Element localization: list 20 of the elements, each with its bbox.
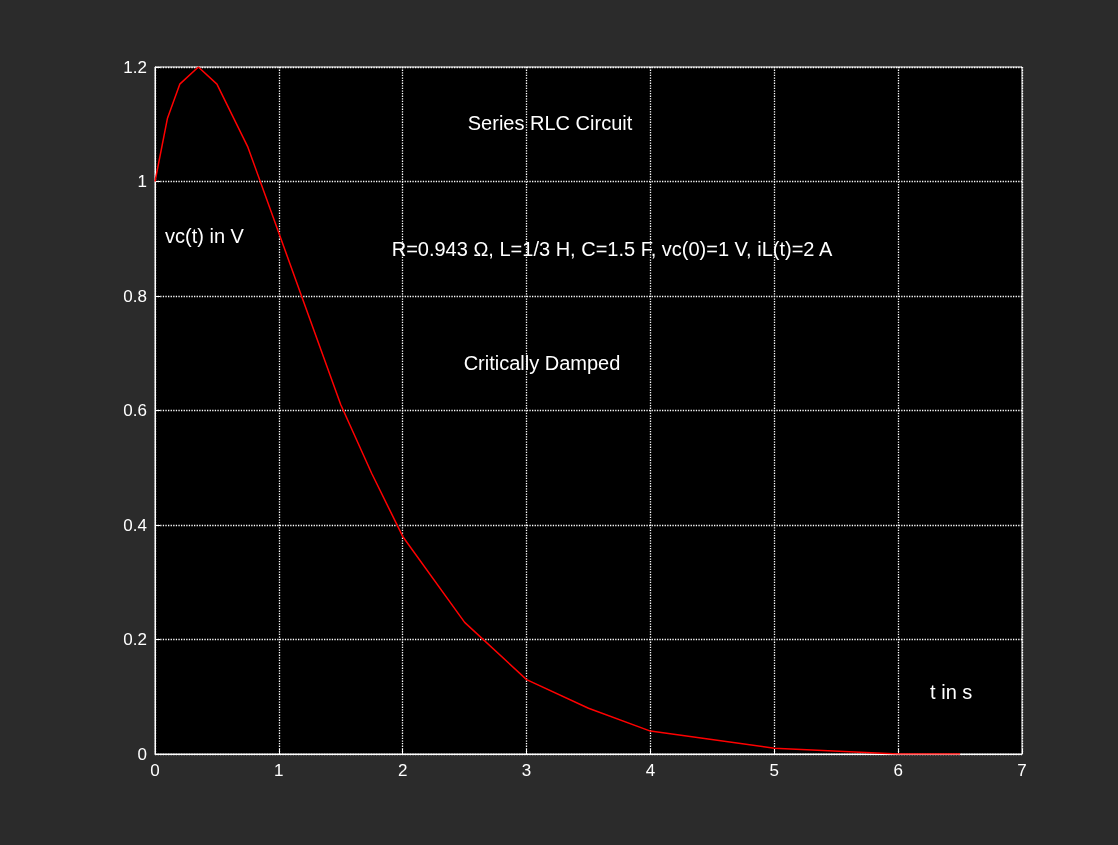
x-tick-label: 0 xyxy=(150,761,160,780)
y-tick-label: 0.2 xyxy=(123,630,147,649)
y-tick-label: 1 xyxy=(137,172,147,191)
x-tick-label: 2 xyxy=(397,761,408,780)
annotation: Critically Damped xyxy=(463,351,621,374)
x-tick-label: 6 xyxy=(893,761,903,780)
x-tick-label: 3 xyxy=(521,761,532,780)
y-tick-label: 0 xyxy=(137,744,147,764)
x-tick-label: 5 xyxy=(769,761,780,780)
y-tick-label: 0.8 xyxy=(123,286,147,306)
y-tick-label: 0.4 xyxy=(123,515,147,535)
y-axis-title: vc(t) in V xyxy=(165,225,245,248)
x-axis-title: t in s xyxy=(930,680,973,703)
annotation: R=0.943 Ω, L=1/3 H, C=1.5 F, vc(0)=1 V, iL(t)=2 A xyxy=(391,237,833,260)
x-tick-label: 4 xyxy=(645,761,656,780)
text: Series RLC Circuit xyxy=(467,112,633,135)
x-tick-label: 1 xyxy=(274,761,284,780)
x-tick-label: 7 xyxy=(1017,761,1027,780)
y-tick-label: 0.6 xyxy=(123,401,147,420)
y-tick-label: 1.2 xyxy=(123,57,147,77)
